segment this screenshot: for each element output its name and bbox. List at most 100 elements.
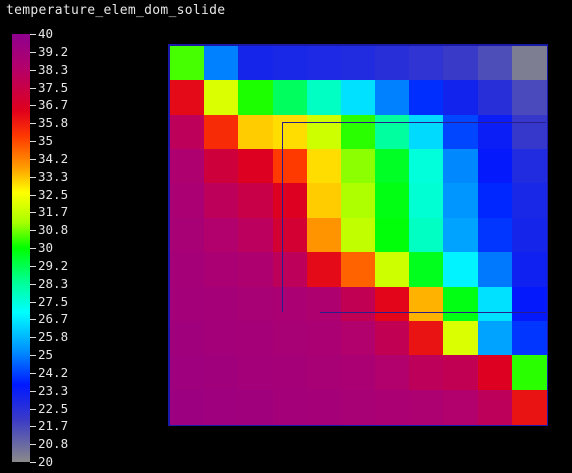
heatmap-cell bbox=[477, 80, 513, 116]
heatmap-cell bbox=[443, 389, 479, 425]
colorbar-tick bbox=[30, 265, 36, 267]
colorbar-tick-label: 34.2 bbox=[38, 150, 69, 166]
heatmap-cell bbox=[170, 114, 205, 150]
heatmap-cell bbox=[204, 114, 239, 150]
heatmap-cell bbox=[170, 355, 205, 391]
heatmap-cell bbox=[272, 320, 308, 356]
heatmap-cell bbox=[375, 114, 410, 150]
heatmap-cell bbox=[477, 114, 513, 150]
heatmap-cell bbox=[204, 252, 239, 288]
heatmap-cell bbox=[306, 183, 342, 219]
heatmap-cell bbox=[443, 217, 479, 253]
heatmap-cell bbox=[170, 80, 205, 116]
heatmap-cell bbox=[238, 217, 274, 253]
heatmap-cell bbox=[340, 46, 376, 81]
heatmap-cell bbox=[238, 46, 274, 81]
colorbar-tick-label: 25 bbox=[38, 347, 54, 362]
colorbar-tick bbox=[30, 390, 36, 392]
heatmap-cell bbox=[238, 320, 274, 356]
heatmap-cell bbox=[340, 286, 376, 322]
heatmap-cell bbox=[511, 80, 547, 116]
heatmap-cell bbox=[443, 252, 479, 288]
heatmap-cell bbox=[477, 46, 513, 81]
heatmap-cell bbox=[409, 183, 445, 219]
heatmap-cell bbox=[477, 183, 513, 219]
heatmap-cell bbox=[306, 252, 342, 288]
heatmap-cell bbox=[170, 252, 205, 288]
heatmap-cell bbox=[511, 217, 547, 253]
colorbar-tick bbox=[30, 319, 36, 321]
heatmap-cell bbox=[511, 183, 547, 219]
heatmap-cell bbox=[375, 217, 410, 253]
heatmap-cell bbox=[238, 286, 274, 322]
colorbar-tick-label: 28.3 bbox=[38, 275, 69, 291]
heatmap-cell bbox=[511, 286, 547, 322]
colorbar-tick bbox=[30, 87, 36, 89]
heatmap-cell bbox=[204, 46, 239, 81]
heatmap-cell bbox=[272, 149, 308, 185]
colorbar-tick bbox=[30, 283, 36, 285]
heatmap-cell bbox=[272, 252, 308, 288]
heatmap-plot[interactable] bbox=[168, 44, 548, 426]
heatmap-cell bbox=[272, 217, 308, 253]
colorbar-tick bbox=[30, 176, 36, 178]
heatmap-cell bbox=[477, 217, 513, 253]
heatmap-cell bbox=[409, 114, 445, 150]
colorbar bbox=[12, 34, 30, 462]
colorbar-tick-label: 23.3 bbox=[38, 382, 69, 398]
heatmap-cell bbox=[272, 389, 308, 425]
heatmap-cell bbox=[340, 252, 376, 288]
heatmap-cell bbox=[511, 355, 547, 391]
heatmap-cell bbox=[443, 80, 479, 116]
heatmap-cell bbox=[443, 320, 479, 356]
heatmap-cell bbox=[170, 320, 205, 356]
heatmap-cell bbox=[375, 149, 410, 185]
heatmap-cell bbox=[409, 80, 445, 116]
heatmap-cell bbox=[511, 320, 547, 356]
heatmap-cell bbox=[306, 320, 342, 356]
colorbar-tick bbox=[30, 34, 36, 35]
colorbar-tick bbox=[30, 123, 36, 125]
heatmap-cell bbox=[409, 286, 445, 322]
colorbar-tick bbox=[30, 105, 36, 107]
colorbar-tick-label: 40 bbox=[38, 26, 54, 41]
colorbar-tick-label: 25.8 bbox=[38, 329, 69, 345]
colorbar-tick-label: 38.3 bbox=[38, 61, 69, 77]
heatmap-cell bbox=[306, 389, 342, 425]
heatmap-cell bbox=[204, 355, 239, 391]
heatmap-cell bbox=[238, 389, 274, 425]
heatmap-cell bbox=[238, 80, 274, 116]
heatmap-cell bbox=[375, 320, 410, 356]
heatmap-cell bbox=[170, 183, 205, 219]
heatmap-cell bbox=[409, 320, 445, 356]
heatmap-cell bbox=[477, 389, 513, 425]
heatmap-cell bbox=[511, 46, 547, 81]
heatmap-cell bbox=[204, 80, 239, 116]
colorbar-tick-label: 35.8 bbox=[38, 115, 69, 131]
colorbar-tick-label: 31.7 bbox=[38, 204, 69, 220]
heatmap-cell bbox=[306, 286, 342, 322]
colorbar-tick-label: 32.5 bbox=[38, 186, 69, 202]
heatmap-cell bbox=[170, 149, 205, 185]
heatmap-cell bbox=[238, 183, 274, 219]
heatmap-cell bbox=[238, 252, 274, 288]
heatmap-cell bbox=[272, 355, 308, 391]
colorbar-tick bbox=[30, 212, 36, 214]
heatmap-cell bbox=[511, 149, 547, 185]
colorbar-tick-label: 35 bbox=[38, 133, 54, 148]
heatmap-cell bbox=[272, 114, 308, 150]
colorbar-tick bbox=[30, 69, 36, 71]
heatmap-cell bbox=[375, 252, 410, 288]
colorbar-tick-label: 30 bbox=[38, 240, 54, 255]
heatmap-cell bbox=[477, 355, 513, 391]
heatmap-cell bbox=[375, 389, 410, 425]
heatmap-cell bbox=[204, 320, 239, 356]
heatmap-cell bbox=[477, 320, 513, 356]
heatmap-cell bbox=[409, 355, 445, 391]
heatmap-cell bbox=[443, 114, 479, 150]
heatmap-cell bbox=[170, 286, 205, 322]
heatmap-cell bbox=[340, 389, 376, 425]
heatmap-cell bbox=[477, 149, 513, 185]
colorbar-tick bbox=[30, 194, 36, 196]
heatmap-cell bbox=[238, 149, 274, 185]
